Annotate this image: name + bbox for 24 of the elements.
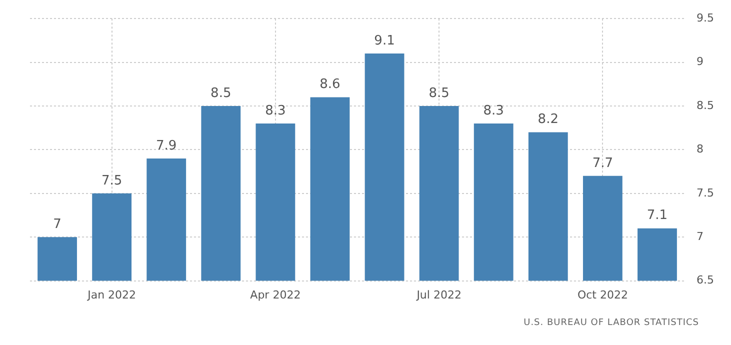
y-tick-label: 6.5 — [696, 274, 714, 287]
y-tick-label: 7.5 — [696, 186, 714, 200]
x-tick-label: Jul 2022 — [416, 288, 462, 302]
data-label: 7.7 — [592, 156, 614, 171]
y-tick-label: 8.5 — [696, 98, 714, 112]
data-label: 8.3 — [483, 103, 504, 118]
data-label: 9.1 — [374, 33, 395, 48]
y-tick-label: 9 — [696, 55, 704, 68]
y-tick-label: 9.5 — [696, 11, 714, 24]
x-tick-label: Apr 2022 — [250, 288, 301, 302]
data-label: 7.5 — [101, 173, 122, 188]
y-tick-label: 7 — [696, 230, 704, 243]
text: U.S. BUREAU OF LABOR STATISTICS — [524, 318, 699, 328]
data-label: 8.5 — [210, 86, 232, 101]
data-label: 8.6 — [320, 77, 340, 92]
data-label: 8.3 — [265, 103, 286, 118]
data-label: 8.5 — [428, 86, 450, 101]
data-label: 8.2 — [538, 112, 558, 128]
x-tick-label: Oct 2022 — [577, 288, 628, 302]
data-label: 7.9 — [156, 138, 177, 154]
data-label: 7 — [53, 216, 62, 232]
y-tick-label: 8 — [696, 142, 704, 156]
data-label: 7.1 — [646, 208, 668, 224]
x-tick-label: Jan 2022 — [86, 288, 136, 302]
